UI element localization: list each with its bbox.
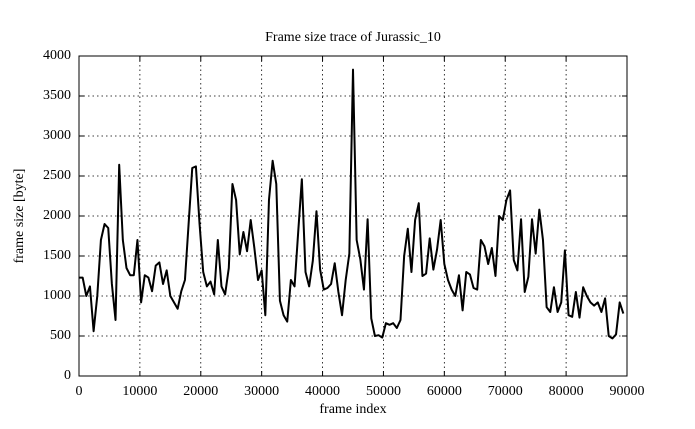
x-tick-label: 10000: [122, 384, 157, 399]
y-tick-label: 4000: [43, 48, 71, 63]
y-tick-label: 500: [50, 328, 71, 343]
plot-frame: [78, 55, 628, 377]
data-line: [79, 68, 625, 340]
x-axis-label: frame index: [319, 402, 386, 417]
x-tick-label: 20000: [183, 384, 218, 399]
y-tick-label: 2500: [43, 168, 71, 183]
x-tick-label: 80000: [549, 384, 584, 399]
y-tick-label: 1000: [43, 288, 71, 303]
y-axis-label: frame size [byte]: [12, 169, 27, 264]
y-tick-label: 0: [64, 368, 71, 383]
x-tick-label: 50000: [366, 384, 401, 399]
y-tick-label: 3500: [43, 88, 71, 103]
y-tick-label: 3000: [43, 128, 71, 143]
y-tick-label: 2000: [43, 208, 71, 223]
y-tick-label: 1500: [43, 248, 71, 263]
chart-title: Frame size trace of Jurassic_10: [265, 30, 441, 45]
x-tick-label: 70000: [488, 384, 523, 399]
x-tick-label: 40000: [305, 384, 340, 399]
x-tick-label: 60000: [427, 384, 462, 399]
x-tick-label: 30000: [244, 384, 279, 399]
x-tick-label: 0: [76, 384, 83, 399]
x-tick-label: 90000: [610, 384, 645, 399]
